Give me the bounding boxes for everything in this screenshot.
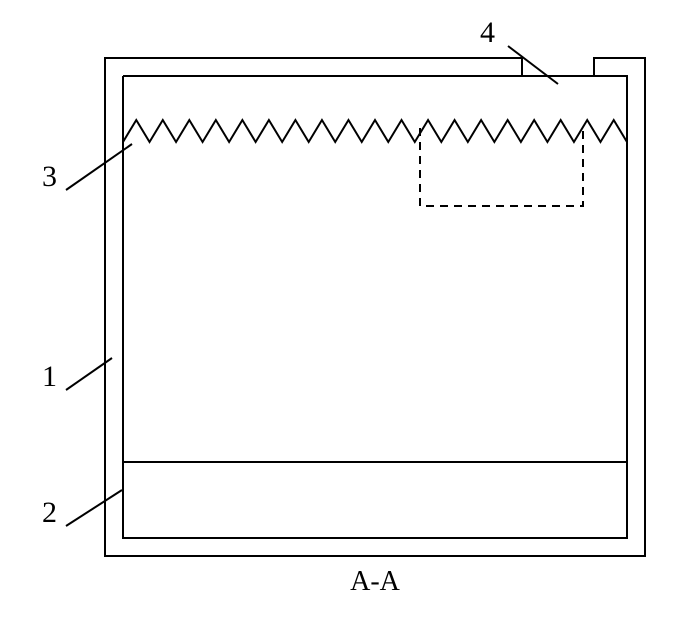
container-outline: [105, 58, 645, 556]
zigzag-line: [123, 120, 627, 142]
diagram-svg: 1 2 3 4 A-A: [0, 0, 686, 614]
diagram-container: 1 2 3 4 A-A: [0, 0, 686, 614]
label-2: 2: [42, 496, 57, 529]
label-4: 4: [480, 16, 495, 49]
labels-group: 1 2 3 4: [42, 16, 495, 529]
label-1: 1: [42, 360, 57, 393]
leader-line: [508, 46, 558, 84]
section-label: A-A: [350, 566, 401, 597]
dashed-box: [420, 128, 583, 206]
label-3: 3: [42, 160, 57, 193]
leader-lines: [66, 46, 558, 526]
leader-line: [66, 490, 122, 526]
